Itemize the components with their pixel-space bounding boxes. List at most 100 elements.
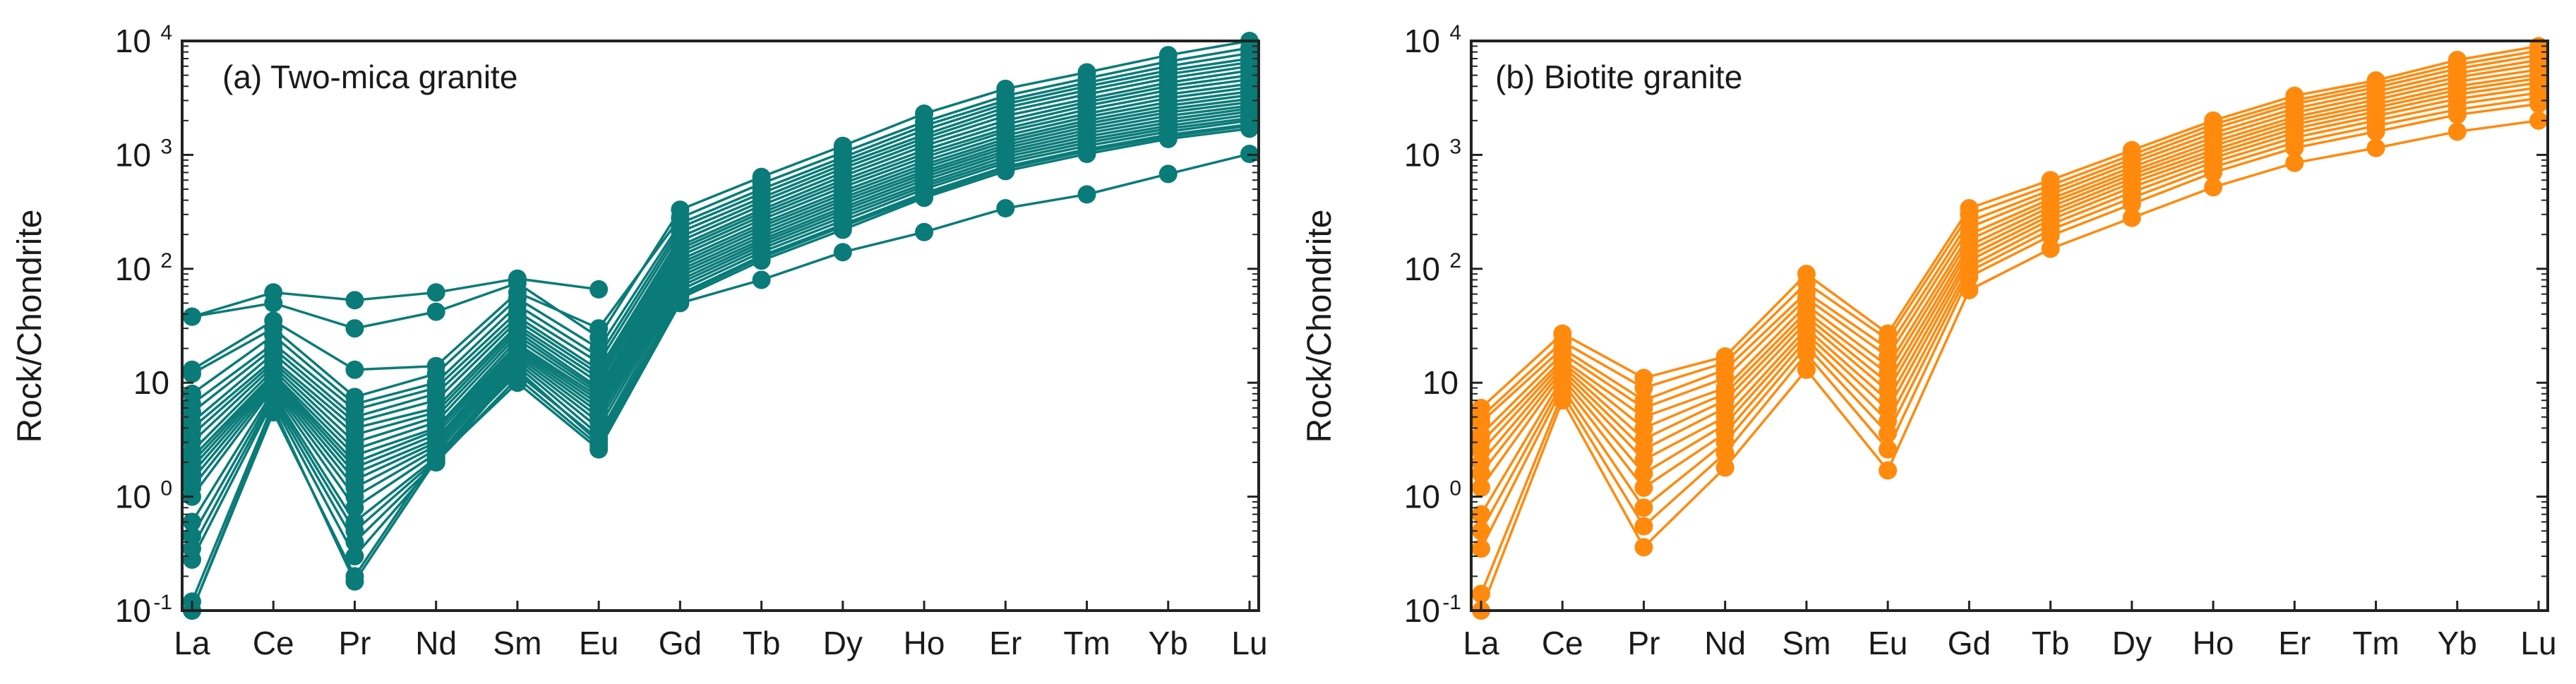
panel-a-data-point (1077, 185, 1096, 204)
panel-a-data-point (345, 291, 364, 310)
panel-a-series-line (191, 86, 1250, 452)
panel-a-data-point (183, 550, 201, 569)
panel-a-y-tick-exponent: 3 (160, 135, 172, 158)
panel-b-y-tick-exponent: 2 (1449, 249, 1461, 272)
panel-b-data-point (1472, 505, 1490, 524)
panel-b-data-point (2529, 111, 2548, 130)
panel-a-series-s8 (183, 61, 1259, 432)
panel-a-series-s2 (183, 32, 1259, 347)
panel-b-data-point (1472, 478, 1490, 497)
panel-a-y-tick-label: 10 (133, 364, 169, 401)
panel-b-data-point (1634, 538, 1653, 557)
panel-a-series-line (191, 124, 1250, 611)
panel-b-series-line (1480, 86, 2539, 515)
panel-a-data-point (1158, 127, 1178, 146)
panel-a-x-tick-label-tb: Tb (743, 625, 781, 661)
panel-a-series-line (191, 57, 1250, 406)
panel-a-data-point (264, 294, 283, 313)
panel-b-y-tick-label: 10 (1404, 479, 1440, 515)
panel-a-series-line (191, 52, 1250, 399)
panel-b-data-point (2041, 226, 2060, 245)
panel-b-data-lines (1472, 37, 2548, 620)
panel-a-series-line (191, 107, 1250, 489)
panel-a-series-s23 (183, 115, 1259, 569)
panel-b-series-line (1480, 81, 2539, 488)
panel-a-series-line (191, 69, 1250, 424)
panel-b-data-point (2285, 138, 2304, 157)
panel-b-series-line (1480, 119, 2539, 611)
panel-a-series-s21 (183, 109, 1259, 546)
panel-a-y-tick-exponent: 0 (160, 477, 172, 500)
panel-b-data-point (1879, 461, 1898, 480)
panel-b-series-line (1480, 77, 2539, 474)
panel-b-y-tick-label: 10 (1404, 23, 1440, 59)
panel-a-y-tick-exponent: -1 (153, 591, 172, 614)
panel-b-data-point (1715, 444, 1735, 463)
panel-b-series-s12 (1472, 88, 2548, 558)
panel-b-data-point (1634, 498, 1653, 517)
panel-b-data-point (2285, 153, 2304, 172)
panel-a-plot-frame (181, 40, 1260, 612)
panel-a-data-point (426, 302, 445, 321)
panel-b-x-tick-label-tm: Tm (2352, 625, 2399, 661)
panel-b-y-tick-label: 10 (1404, 136, 1440, 173)
panel-a-x-tick-label-nd: Nd (415, 625, 457, 661)
panel-b-data-point (1472, 539, 1490, 558)
panel-b-data-point (1797, 344, 1816, 363)
panel-a-x-tick-label-sm: Sm (493, 625, 541, 661)
panel-a-series-line (191, 83, 1250, 444)
panel-b-x-ticks: La Ce Pr Nd Sm Eu Gd Tb Dy Ho Er Tm Yb Lu (1463, 601, 2557, 661)
panel-a-series-line (191, 104, 1250, 481)
panel-b-data-point (1553, 391, 1572, 410)
panel-a-series-line (191, 97, 1250, 469)
panel-a-data-point (426, 446, 445, 465)
panel-a-series-line (191, 116, 1250, 537)
panel-b-data-point (1879, 440, 1898, 459)
panel-b-series-s13 (1472, 95, 2548, 604)
panel-b-x-tick-label-gd: Gd (1948, 625, 1991, 661)
panel-a-data-point (752, 270, 771, 289)
panel-a-data-point (345, 319, 364, 338)
panel-a-x-tick-label-ce: Ce (253, 625, 294, 661)
panel-a-series-s4 (183, 44, 1259, 407)
panel-a-series-line (191, 127, 1250, 602)
panel-a-data-point (183, 307, 201, 326)
panel-a-x-tick-label-la: La (174, 625, 210, 661)
panel-a-x-tick-label-yb: Yb (1149, 625, 1188, 661)
panel-b-x-tick-label-ce: Ce (1542, 625, 1583, 661)
panel-b-data-point (1472, 522, 1490, 541)
panel-a-x-tick-label-pr: Pr (338, 625, 371, 661)
panel-b-data-point (1715, 458, 1735, 477)
panel-a-x-tick-label-ho: Ho (904, 625, 945, 661)
panel-a-y-tick-exponent: 2 (160, 249, 172, 272)
panel-b-x-tick-label-sm: Sm (1782, 625, 1831, 661)
panel-b-data-point (2204, 178, 2223, 197)
panel-b-series-line (1480, 91, 2539, 532)
panel-a-series-line (191, 110, 1250, 498)
panel-a-x-tick-label-tm: Tm (1063, 625, 1110, 661)
panel-b-series-s14 (1472, 111, 2548, 620)
panel-a-data-point (589, 319, 609, 338)
panel-a-series-line (191, 73, 1250, 430)
panel-a-x-ticks: La Ce Pr Nd Sm Eu Gd Tb Dy Ho Er Tm Yb Lu (174, 601, 1268, 661)
panel-a-series-line (191, 101, 1250, 475)
panel-b-y-tick-exponent: 0 (1449, 477, 1461, 500)
panel-a-data-lines (183, 32, 1259, 620)
panel-a-data-point (1077, 142, 1096, 161)
panel-b-data-point (2204, 163, 2223, 182)
panel-a-series-s1 (183, 269, 609, 326)
panel-a-data-point (426, 283, 445, 302)
panel-a-x-tick-label-gd: Gd (659, 625, 702, 661)
panel-b-series-line (1480, 102, 2539, 595)
panel-b-y-axis-label: Rock/Chondrite (1301, 210, 1338, 443)
panel-b-series-s9 (1472, 73, 2548, 497)
panel-b-series-line (1480, 44, 2539, 409)
panel-b-data-point (2122, 195, 2141, 214)
panel-a-data-point (996, 199, 1015, 218)
panel-a-x-tick-label-eu: Eu (579, 625, 618, 661)
panel-a-data-point (183, 364, 201, 383)
panel-a-series-line (191, 93, 1250, 464)
